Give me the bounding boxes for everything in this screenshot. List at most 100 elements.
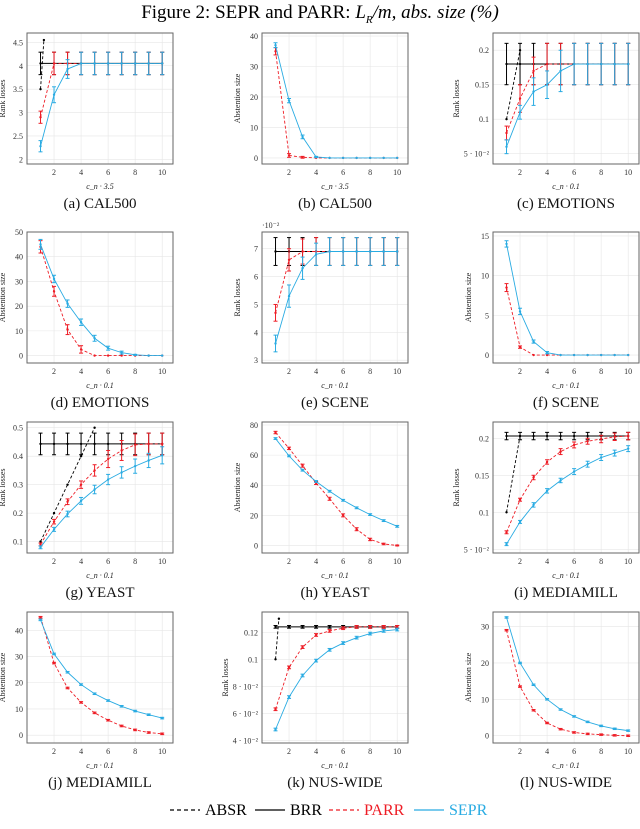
data-point-parr [93,469,96,472]
y-tick-label: 0.2 [479,434,489,443]
data-point-sepr [586,353,589,357]
series-group [273,42,399,160]
data-point-sepr [39,618,42,622]
data-point-sepr [613,727,616,731]
data-point-parr [93,354,96,357]
x-tick-label: 6 [106,557,110,566]
plot-frame [26,231,174,364]
data-point-sepr [133,353,137,357]
data-point-sepr [120,471,123,474]
data-point-parr [395,625,399,629]
data-point-sepr [586,462,589,466]
y-axis-label: Abstention size [0,272,7,322]
plot-frame [261,611,409,744]
y-tick-label: 40 [15,626,23,635]
data-point-sepr [518,111,522,114]
y-tick-label: 40 [15,253,23,262]
x-axis-label: c_n · 0.1 [552,571,580,580]
x-axis-label: c_n · 0.1 [86,571,114,580]
data-point-sepr [518,661,522,665]
data-point-parr [274,431,277,434]
plot-frame [492,32,640,165]
data-point-parr [328,497,331,500]
series-line-sepr [40,619,163,719]
data-point-sepr [301,674,304,677]
y-tick-label: 0.2 [479,46,489,55]
data-point-brr [559,434,562,438]
data-point-brr [93,442,96,446]
data-point-sepr [147,459,150,462]
data-point-sepr [274,43,277,47]
subplot-g: 0.1 0.2 0.3 0.4 0.5 2 4 6 8 10 c_n · 0.1 Rank losse… [0,421,174,601]
x-axis-label: c_n · 3.5 [86,182,114,191]
x-axis-label: c_n · 0.1 [552,381,580,390]
data-point-sepr [120,62,123,65]
data-point-sepr [79,683,83,686]
data-point-parr [147,442,150,446]
data-point-parr [79,701,83,704]
data-point-sepr [314,155,318,159]
x-tick-label: 4 [545,747,549,756]
data-point-parr [106,354,110,357]
subplot-j: 0 10 20 30 40 2 4 6 8 10 c_n · 0.1 Abstention size (… [0,611,174,791]
x-tick-label: 8 [599,557,603,566]
data-point-absr [42,38,46,42]
series-line-parr [506,435,629,533]
x-tick-label: 6 [341,747,345,756]
data-point-sepr [559,479,562,482]
subplot-h: 0 20 40 60 80 2 4 6 8 10 c_n · 0.1 Abstention size (… [233,421,409,601]
plot-frame [261,421,409,554]
figure-title: Figure 2: SEPR and PARR: LR/m, abs. size… [0,2,640,26]
y-tick-label: 10 [15,327,23,336]
legend-label-brr: BRR [290,802,322,819]
y-tick-label: 40 [250,481,258,490]
y-scale-note: ·10⁻² [262,221,280,230]
y-tick-label: 0 [19,731,23,740]
data-point-parr [301,250,304,253]
y-tick-label: 5 · 10⁻² [464,545,490,554]
data-point-brr [274,250,277,253]
data-point-sepr [274,728,277,731]
y-tick-label: 0.1 [479,115,489,124]
x-tick-label: 4 [545,168,549,177]
x-tick-label: 4 [79,367,83,376]
data-point-brr [545,434,549,438]
data-point-sepr [382,250,385,253]
series-group [38,426,165,550]
series-line-parr [275,432,398,546]
x-tick-label: 10 [624,367,632,376]
data-point-parr [572,731,576,734]
data-point-brr [39,442,42,446]
data-point-sepr [301,267,304,270]
x-tick-label: 4 [79,557,83,566]
data-point-parr [52,661,56,665]
y-axis-label: Rank losses [452,469,461,507]
x-tick-label: 4 [545,557,549,566]
y-tick-label: 20 [250,93,258,102]
data-point-brr [586,434,589,438]
title-rest: /m, abs. size (%) [372,2,499,23]
data-point-sepr [532,340,535,343]
y-tick-label: 30 [250,63,258,72]
data-point-absr [277,617,281,620]
data-point-sepr [505,145,508,148]
x-tick-label: 8 [599,747,603,756]
data-point-sepr [66,512,69,516]
data-point-sepr [147,62,150,65]
subplot-caption: (k) NUS-WIDE [287,775,382,791]
subplot-e: 3 4 5 6 7 2 4 6 8 10 ·10⁻² c_n · 0.1 Rank losses (e) … [233,221,409,411]
data-point-sepr [559,708,562,711]
y-tick-label: 50 [15,228,23,237]
y-tick-label: 0.4 [13,452,23,461]
y-tick-label: 0 [485,351,489,360]
data-point-parr [518,345,522,349]
x-tick-label: 6 [106,747,110,756]
plot-frame [261,32,409,165]
data-point-sepr [341,156,345,160]
x-tick-label: 6 [572,557,576,566]
data-point-sepr [395,628,399,631]
series-line-parr [40,62,163,118]
y-tick-label: 2.5 [13,132,23,141]
data-point-sepr [133,62,137,65]
data-point-sepr [518,520,522,524]
